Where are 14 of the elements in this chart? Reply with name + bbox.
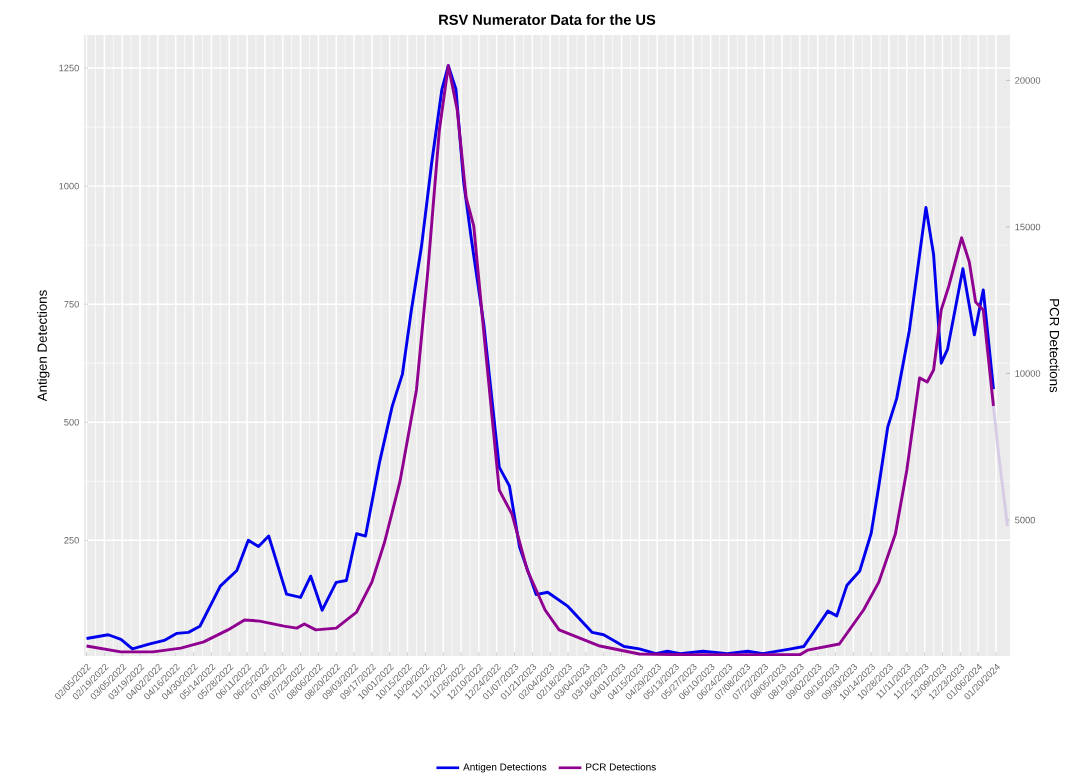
y-tick-label: 500 [64,418,79,426]
y-tick-label: 750 [64,300,79,308]
legend-label: Antigen Detections [463,763,547,773]
y2-tick-label: 20000 [1015,77,1041,84]
y2-tick-label: 5000 [1015,516,1036,524]
y-tick-label: 1250 [59,64,79,72]
y2-tick-label: 15000 [1015,223,1041,231]
y2-tick-label: 10000 [1015,370,1041,377]
chart-title: RSV Numerator Data for the US [439,14,656,25]
y-axis-title: Antigen Detections [37,290,50,402]
y2-axis-title: PCR Detections [1049,299,1060,393]
y-tick-label: 1000 [59,182,79,190]
legend-label: PCR Detections [586,763,656,771]
y-tick-label: 250 [64,537,79,544]
